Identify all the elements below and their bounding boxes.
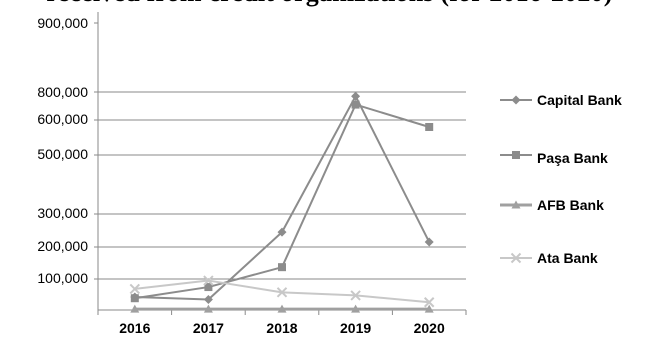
data-point <box>130 304 140 313</box>
chart-title: received from credit organizations (for … <box>0 0 659 8</box>
data-point <box>423 297 435 308</box>
y-tick-label: 200,000 <box>37 238 88 254</box>
legend-item: Capital Bank <box>500 92 622 108</box>
y-axis-ticks: 900,000 800,000 600,000 500,000 300,000 200,0… <box>37 15 88 286</box>
legend-label: Capital Bank <box>537 92 622 108</box>
data-point <box>203 275 214 286</box>
y-tick-label: 500,000 <box>37 146 88 162</box>
series-lines <box>134 95 431 311</box>
x-tick-label: 2019 <box>340 320 371 336</box>
x-tick-label: 2017 <box>193 320 224 336</box>
data-point <box>277 227 287 237</box>
data-point <box>129 283 141 295</box>
legend: Capital Bank Paşa Bank AFB Bank Ata Bank <box>500 92 622 266</box>
legend-item: AFB Bank <box>500 197 604 213</box>
legend-item: Ata Bank <box>500 250 598 266</box>
x-tick-label: 2016 <box>119 320 150 336</box>
y-tick-label: 100,000 <box>37 270 88 286</box>
data-point <box>351 304 361 313</box>
series-markers <box>129 91 435 313</box>
legend-label: AFB Bank <box>537 197 604 213</box>
data-point <box>351 100 360 109</box>
legend-label: Ata Bank <box>537 250 598 266</box>
x-tick-label: 2018 <box>266 320 297 336</box>
data-point <box>204 283 213 292</box>
legend-marker <box>510 252 522 264</box>
data-point <box>351 91 361 101</box>
legend-item: Paşa Bank <box>500 150 608 166</box>
y-tick-label: 600,000 <box>37 111 88 127</box>
data-point <box>130 294 139 303</box>
y-tick-label: 900,000 <box>37 15 88 31</box>
x-tick-label: 2020 <box>414 320 445 336</box>
data-point <box>278 263 286 272</box>
data-point <box>425 123 434 131</box>
y-tick-label: 300,000 <box>37 205 88 221</box>
data-point <box>203 294 213 304</box>
x-axis-ticks: 2016 2017 2018 2019 2020 <box>119 320 445 336</box>
legend-marker <box>512 151 520 159</box>
data-point <box>350 290 361 301</box>
y-tick-label: 800,000 <box>37 84 88 100</box>
legend-label: Paşa Bank <box>537 150 608 166</box>
legend-marker <box>511 95 521 105</box>
gridlines <box>98 91 466 280</box>
data-point <box>277 304 287 313</box>
data-point <box>424 237 434 247</box>
legend-marker <box>511 200 521 209</box>
data-point <box>424 304 434 313</box>
data-point <box>203 304 213 313</box>
data-point <box>276 287 288 298</box>
